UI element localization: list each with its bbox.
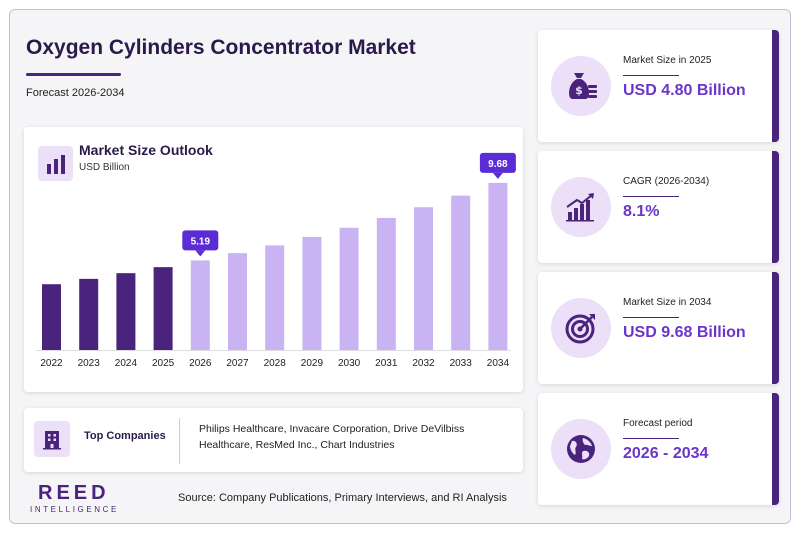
x-tick-label: 2028: [264, 358, 287, 369]
source-note: Source: Company Publications, Primary In…: [178, 492, 507, 504]
kpi-card-market-size-2034: Market Size in 2034 USD 9.68 Billion: [538, 272, 779, 384]
kpi-icon-circle: $: [551, 56, 611, 116]
building-icon: [43, 431, 61, 450]
page-title: Oxygen Cylinders Concentrator Market: [26, 36, 416, 59]
globe-icon: [567, 435, 595, 463]
bar-2023: [79, 278, 99, 350]
x-tick-label: 2029: [301, 358, 324, 369]
kpi-value: USD 4.80 Billion: [623, 82, 746, 99]
kpi-card-forecast-period: Forecast period 2026 - 2034: [538, 393, 779, 505]
target-icon: [565, 314, 595, 344]
kpi-label: Market Size in 2025: [623, 55, 712, 66]
bar-2027: [228, 253, 247, 350]
kpi-value: USD 9.68 Billion: [623, 324, 746, 341]
x-tick-label: 2023: [78, 358, 101, 369]
svg-text:$: $: [575, 84, 583, 97]
kpi-label: Market Size in 2034: [623, 297, 712, 308]
chart-unit-label: USD Billion: [79, 162, 130, 173]
x-tick-label: 2025: [152, 358, 175, 369]
x-tick-label: 2024: [115, 358, 138, 369]
bar-2028: [265, 245, 285, 350]
money-bag-icon: $: [569, 73, 597, 99]
svg-text:9.68: 9.68: [488, 159, 508, 170]
kpi-divider: [623, 438, 679, 439]
bar-2026: [190, 260, 210, 350]
kpi-divider: [623, 196, 679, 197]
kpi-value: 2026 - 2034: [623, 445, 709, 462]
bar-chart-icon: [46, 154, 65, 174]
bar-2032: [414, 207, 433, 350]
bar-2034: [488, 182, 508, 350]
brand-logo-subtext: INTELLIGENCE: [30, 505, 119, 514]
growth-chart-icon: [566, 193, 594, 222]
top-companies-label: Top Companies: [84, 430, 166, 442]
kpi-divider: [623, 317, 679, 318]
kpi-value: 8.1%: [623, 203, 660, 220]
companies-icon-box: [34, 421, 70, 457]
kpi-label: CAGR (2026-2034): [623, 176, 710, 187]
x-tick-label: 2026: [189, 358, 212, 369]
kpi-divider: [623, 75, 679, 76]
x-tick-label: 2022: [40, 358, 63, 369]
x-tick-label: 2030: [338, 358, 361, 369]
x-tick-label: 2031: [375, 358, 398, 369]
title-underline: [26, 73, 121, 76]
page-subtitle: Forecast 2026-2034: [26, 87, 125, 99]
kpi-label: Forecast period: [623, 418, 693, 429]
bar-2030: [339, 227, 359, 350]
top-companies-list: Philips Healthcare, Invacare Corporation…: [199, 423, 465, 451]
bar-2031: [376, 217, 396, 350]
chart-title: Market Size Outlook: [79, 142, 213, 158]
kpi-card-market-size-2025: $ Market Size in 2025 USD 4.80 Billion: [538, 30, 779, 142]
kpi-icon-circle: [551, 419, 611, 479]
companies-divider: [179, 418, 180, 464]
brand-logo: REED: [38, 482, 110, 504]
bar-2033: [451, 195, 471, 350]
chart-icon-box: [38, 146, 73, 181]
bar-2022: [42, 284, 61, 350]
data-label-2026: 5.19: [182, 230, 219, 257]
kpi-card-cagr: CAGR (2026-2034) 8.1%: [538, 151, 779, 263]
bar-2025: [153, 267, 173, 350]
market-size-chart-card: 2022 2023 2024 2025 2026 2027 2028 2029 2030 2031…: [24, 127, 523, 392]
bar-chart: 2022 2023 2024 2025 2026 2027 2028 2029 2030 2031…: [36, 152, 516, 369]
x-tick-label: 2027: [226, 358, 249, 369]
svg-text:5.19: 5.19: [191, 236, 211, 247]
top-companies-card: Top Companies Philips Healthcare, Invaca…: [24, 408, 523, 472]
x-tick-label: 2033: [450, 358, 473, 369]
bar-2029: [302, 236, 322, 350]
bar-2024: [116, 273, 136, 350]
x-tick-label: 2034: [487, 358, 510, 369]
kpi-icon-circle: [551, 177, 611, 237]
data-label-2034: 9.68: [479, 152, 516, 179]
kpi-icon-circle: [551, 298, 611, 358]
x-tick-label: 2032: [412, 358, 435, 369]
